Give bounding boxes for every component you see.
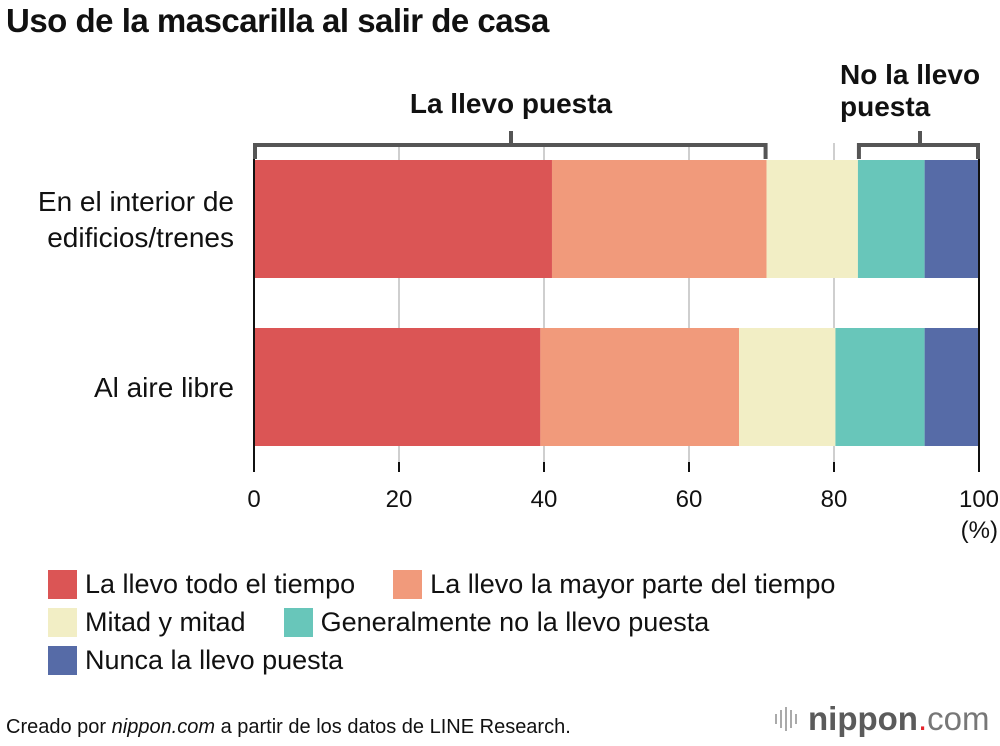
source-credit: Creado por nippon.com a partir de los da… bbox=[6, 716, 571, 739]
logo-dot: . bbox=[917, 700, 928, 737]
legend-row: Nunca la llevo puesta bbox=[48, 641, 873, 679]
bar-segment bbox=[739, 328, 836, 446]
bar-segment bbox=[835, 328, 925, 446]
logo-name: nippon bbox=[808, 700, 918, 737]
legend-item: La llevo la mayor parte del tiempo bbox=[393, 569, 835, 600]
legend-label: Mitad y mitad bbox=[85, 606, 246, 637]
legend-swatch bbox=[283, 607, 313, 637]
category-label: edificios/trenes bbox=[47, 222, 234, 253]
legend: La llevo todo el tiempo La llevo la mayor… bbox=[48, 565, 873, 679]
credit-prefix: Creado por bbox=[6, 716, 112, 738]
legend-label: La llevo todo el tiempo bbox=[85, 568, 356, 599]
bracket-label: puesta bbox=[840, 91, 931, 122]
legend-item: Generalmente no la llevo puesta bbox=[283, 606, 710, 638]
legend-swatch bbox=[48, 645, 77, 675]
legend-swatch bbox=[48, 569, 77, 599]
chart-title: Uso de la mascarilla al salir de casa bbox=[6, 2, 549, 39]
legend-swatch bbox=[48, 607, 77, 637]
credit-suffix: a partir de los datos de LINE Research. bbox=[215, 716, 571, 738]
x-tick-label: 40 bbox=[531, 486, 558, 513]
logo-bars-icon bbox=[775, 707, 800, 731]
category-label: Al aire libre bbox=[94, 372, 234, 403]
legend-swatch bbox=[393, 569, 423, 599]
legend-item: La llevo todo el tiempo bbox=[48, 569, 355, 600]
bar-segment bbox=[766, 160, 858, 278]
bar-segment bbox=[254, 160, 552, 278]
legend-item: Nunca la llevo puesta bbox=[48, 645, 343, 676]
bracket bbox=[856, 143, 980, 159]
bar-segment bbox=[857, 160, 925, 278]
legend-label: Generalmente no la llevo puesta bbox=[320, 606, 710, 637]
legend-item: Mitad y mitad bbox=[48, 607, 246, 638]
bar-segment bbox=[924, 160, 979, 278]
legend-label: La llevo la mayor parte del tiempo bbox=[430, 568, 836, 599]
bar-segment bbox=[254, 328, 541, 446]
bar-segment bbox=[540, 328, 740, 446]
bracket-label: La llevo puesta bbox=[410, 88, 613, 119]
legend-row: Mitad y mitad Generalmente no la llevo pu… bbox=[48, 603, 873, 641]
bar-segment bbox=[924, 328, 979, 446]
logo-tld: com bbox=[927, 700, 990, 737]
legend-label: Nunca la llevo puesta bbox=[85, 644, 344, 675]
x-tick-label: 80 bbox=[821, 486, 848, 513]
x-tick-label: 60 bbox=[676, 486, 703, 513]
bar-segment bbox=[551, 160, 767, 278]
legend-row: La llevo todo el tiempo La llevo la mayor… bbox=[48, 565, 873, 603]
x-unit-label: (%) bbox=[961, 517, 998, 544]
credit-site: nippon.com bbox=[111, 716, 216, 738]
x-tick-label: 20 bbox=[386, 486, 413, 513]
x-tick-label: 0 bbox=[247, 486, 260, 513]
nippon-logo: nippon. com bbox=[775, 700, 989, 738]
x-tick-label: 100 bbox=[959, 486, 999, 513]
bracket-label: No la llevo bbox=[840, 59, 980, 90]
category-label: En el interior de bbox=[38, 186, 234, 217]
